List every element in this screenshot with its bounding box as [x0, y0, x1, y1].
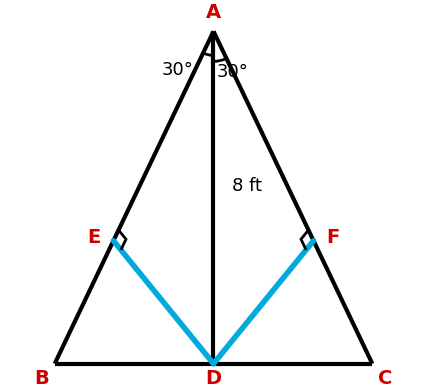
- Text: F: F: [326, 227, 339, 247]
- Text: 30°: 30°: [161, 61, 193, 79]
- Text: C: C: [377, 369, 391, 388]
- Text: A: A: [205, 3, 221, 22]
- Text: D: D: [205, 369, 221, 388]
- Text: 30°: 30°: [216, 63, 248, 81]
- Text: B: B: [35, 369, 49, 388]
- Text: 8 ft: 8 ft: [231, 178, 262, 196]
- Text: E: E: [87, 227, 100, 247]
